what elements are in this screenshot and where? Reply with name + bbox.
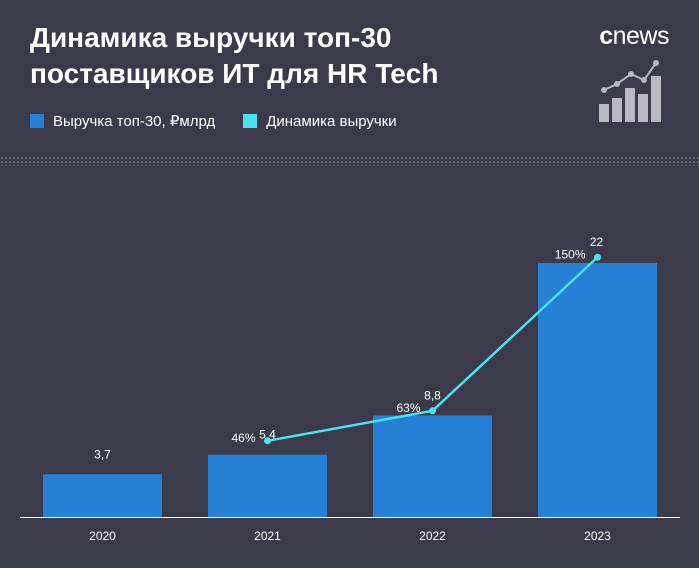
growth-point — [594, 253, 601, 261]
legend-item-growth: Динамика выручки — [243, 112, 397, 130]
legend-label-growth: Динамика выручки — [266, 112, 397, 130]
growth-point — [429, 407, 436, 415]
bar — [373, 415, 492, 517]
logo-word: news — [612, 22, 670, 50]
chart-title: Динамика выручки топ-30 поставщиков ИТ д… — [30, 22, 439, 89]
growth-value-label: 63% — [396, 401, 420, 415]
growth-value-label: 46% — [231, 431, 255, 445]
cnews-logo: cnews — [599, 22, 669, 51]
legend-item-revenue: Выручка топ-30, ₽млрд — [30, 112, 215, 130]
legend-swatch-revenue — [30, 114, 44, 128]
x-tick-label: 2023 — [584, 529, 611, 543]
growth-value-label: 150% — [555, 247, 586, 261]
logo-c: c — [599, 22, 613, 50]
bar — [208, 454, 327, 517]
bar-value-label: 8,8 — [424, 388, 441, 402]
bar-value-label: 3,7 — [94, 447, 111, 461]
bar-value-label: 5,4 — [259, 428, 276, 442]
legend-label-revenue: Выручка топ-30, ₽млрд — [53, 113, 216, 130]
x-tick-label: 2020 — [89, 529, 116, 543]
bar — [43, 474, 162, 517]
x-tick-label: 2021 — [254, 529, 281, 543]
dotted-divider — [0, 156, 699, 166]
bar — [538, 263, 657, 517]
growth-point — [264, 437, 271, 445]
x-tick-label: 2022 — [419, 529, 446, 543]
growth-chart-icon — [599, 60, 661, 122]
bar-value-label: 22 — [590, 235, 604, 249]
chart-legend: Выручка топ-30, ₽млрд Динамика выручки — [30, 112, 425, 130]
legend-swatch-growth — [243, 114, 258, 128]
